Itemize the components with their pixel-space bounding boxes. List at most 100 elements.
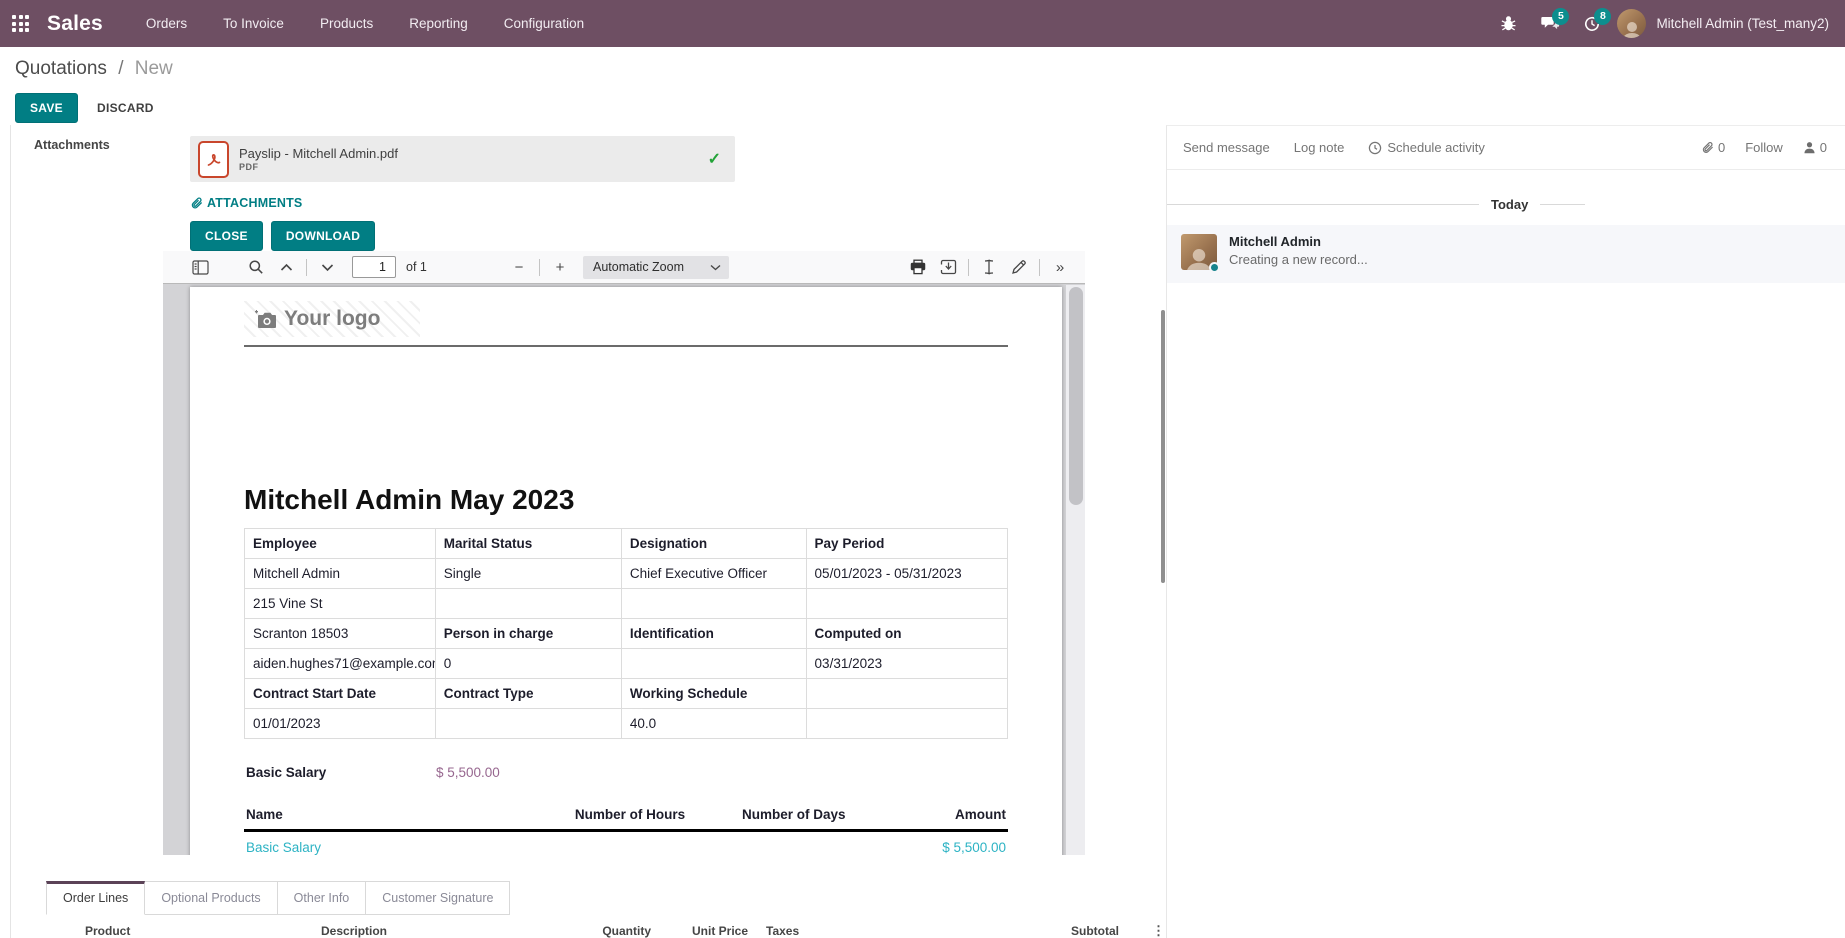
column-header-subtotal[interactable]: Subtotal [1071, 924, 1119, 938]
payslip-info-row: Contract Start Date Contract Type Working … [244, 678, 1009, 709]
message-body: Creating a new record... [1229, 252, 1368, 267]
nav-menu-products[interactable]: Products [319, 16, 374, 31]
navbar-menus: Orders To Invoice Products Reporting Configu… [131, 8, 599, 39]
zoom-out-icon[interactable]: − [514, 258, 524, 276]
paperclip-icon [1702, 142, 1713, 153]
tab-optional-products[interactable]: Optional Products [145, 881, 278, 915]
user-avatar[interactable] [1617, 9, 1647, 38]
tab-other-info[interactable]: Other Info [277, 881, 367, 915]
payslip-info-body: Employee Marital Status Designation Pay Per… [244, 528, 1009, 739]
attachment-card[interactable]: Payslip - Mitchell Admin.pdf PDF ✓ [190, 136, 735, 182]
nav-menu-configuration[interactable]: Configuration [503, 16, 585, 31]
chevron-down-icon [710, 264, 721, 270]
column-header-quantity[interactable]: Quantity [602, 924, 651, 938]
user-menu[interactable]: Mitchell Admin (Test_many2) [1656, 16, 1829, 31]
debug-bug-icon[interactable] [1491, 8, 1525, 40]
tab-order-lines[interactable]: Order Lines [46, 881, 146, 915]
pdf-scroll-area[interactable]: Your logo Mitchell Admin May 2023 Employ… [163, 285, 1085, 855]
app-name[interactable]: Sales [47, 11, 103, 35]
zoom-level-select[interactable]: Automatic Zoom [582, 255, 729, 279]
nav-menu-reporting[interactable]: Reporting [409, 16, 468, 31]
activities-icon[interactable]: 8 [1575, 7, 1612, 40]
column-header-taxes[interactable]: Taxes [766, 924, 800, 938]
zoom-in-icon[interactable]: + [555, 258, 565, 276]
previous-page-icon[interactable] [273, 255, 299, 279]
next-page-icon[interactable] [314, 255, 340, 279]
pdf-viewer: of 1 − + Automatic Zoom [163, 251, 1085, 855]
payslip-title: Mitchell Admin May 2023 [244, 484, 575, 515]
pdf-file-icon [198, 140, 229, 178]
discard-button[interactable]: DISCARD [84, 93, 167, 123]
schedule-activity-button[interactable]: Schedule activity [1368, 140, 1485, 155]
breadcrumb-new: New [134, 58, 173, 79]
date-divider: Today [1167, 197, 1845, 212]
basic-salary-value: $ 5,500.00 [436, 765, 500, 780]
chatter-panel: Send message Log note Schedule activity … [1166, 125, 1845, 938]
column-header-description[interactable]: Description [321, 924, 388, 938]
messages-icon[interactable]: 5 [1533, 7, 1570, 40]
attachment-file-name: Payslip - Mitchell Admin.pdf [239, 146, 398, 161]
message-author: Mitchell Admin [1229, 234, 1321, 249]
draw-tool-icon[interactable] [1006, 255, 1032, 279]
column-header-unit-price[interactable]: Unit Price [691, 924, 748, 938]
payslip-info-row: 01/01/2023 40.0 [244, 708, 1009, 739]
breadcrumb: Quotations / New [15, 58, 173, 79]
payslip-line-row: Basic Salary $ 5,500.00 [246, 840, 1006, 855]
check-icon: ✓ [707, 151, 721, 168]
attachment-count-button[interactable]: 0 [1701, 140, 1725, 155]
payslip-info-row: Mitchell Admin Single Chief Executive Offi… [244, 558, 1009, 589]
more-tools-icon[interactable]: » [1055, 258, 1065, 276]
form-scrollbar[interactable] [1161, 310, 1165, 583]
attachments-field-label: Attachments [34, 138, 110, 152]
pdf-page: Your logo Mitchell Admin May 2023 Employ… [190, 287, 1062, 855]
messages-badge: 5 [1552, 7, 1570, 25]
basic-salary-label: Basic Salary [246, 765, 327, 780]
chatter-message[interactable]: Mitchell Admin Creating a new record... [1167, 225, 1845, 283]
online-presence-dot [1209, 262, 1220, 273]
apps-menu-icon[interactable] [12, 15, 29, 32]
pdf-toolbar: of 1 − + Automatic Zoom [163, 251, 1085, 284]
camera-icon [255, 309, 276, 328]
payslip-info-row: aiden.hughes71@example.com 0 03/31/2023 [244, 648, 1009, 679]
notebook-tabs: Order Lines Optional Products Other Info Cu… [11, 881, 1165, 915]
download-button[interactable]: DOWNLOAD [270, 221, 376, 251]
follower-person-icon [1804, 142, 1815, 154]
save-button[interactable]: SAVE [15, 93, 78, 123]
search-icon[interactable] [243, 255, 269, 279]
payslip-lines-header-row: Name Number of Hours Number of Days Amount [244, 802, 1008, 832]
message-author-avatar [1181, 234, 1220, 273]
payslip-info-row: Employee Marital Status Designation Pay Per… [244, 528, 1009, 559]
close-button[interactable]: CLOSE [190, 221, 263, 251]
attachments-link[interactable]: ATTACHMENTS [190, 196, 302, 210]
text-tool-icon[interactable] [976, 255, 1002, 279]
pdf-scrollbar[interactable] [1066, 285, 1085, 855]
column-header-product[interactable]: Product [85, 924, 131, 938]
clock-icon [1369, 141, 1382, 154]
sidebar-toggle-icon[interactable] [187, 255, 213, 279]
nav-menu-orders[interactable]: Orders [145, 16, 188, 31]
follow-button[interactable]: Follow [1745, 140, 1783, 155]
page-count-label: of 1 [406, 260, 427, 274]
payslip-info-row: 215 Vine St [244, 588, 1009, 619]
followers-count-button[interactable]: 0 [1803, 140, 1827, 155]
notebook: Order Lines Optional Products Other Info Cu… [11, 881, 1165, 938]
save-document-icon[interactable] [935, 255, 961, 279]
log-note-button[interactable]: Log note [1293, 140, 1345, 155]
paperclip-icon [191, 197, 203, 209]
payslip-lines-body: Basic Salary $ 5,500.00 [244, 831, 1008, 855]
print-icon[interactable] [905, 255, 931, 279]
top-navbar: Sales Orders To Invoice Products Reporting C… [0, 0, 1845, 47]
nav-menu-to-invoice[interactable]: To Invoice [223, 16, 284, 31]
activities-badge: 8 [1594, 7, 1612, 25]
breadcrumb-quotations[interactable]: Quotations [15, 58, 107, 79]
send-message-button[interactable]: Send message [1183, 140, 1270, 155]
payslip-info-table: Employee Marital Status Designation Pay Per… [244, 528, 1009, 739]
optional-columns-icon[interactable]: ⋮ [1152, 923, 1165, 938]
payslip-info-row: Scranton 18503 Person in charge Identifica… [244, 618, 1009, 649]
order-lines-header: Product Description Quantity Unit Price Taxe… [11, 915, 1165, 938]
tab-customer-signature[interactable]: Customer Signature [366, 881, 511, 915]
payslip-lines-table: Name Number of Hours Number of Days Amount … [244, 802, 1008, 855]
page-number-input[interactable] [352, 256, 396, 278]
logo-placeholder: Your logo [244, 301, 421, 337]
